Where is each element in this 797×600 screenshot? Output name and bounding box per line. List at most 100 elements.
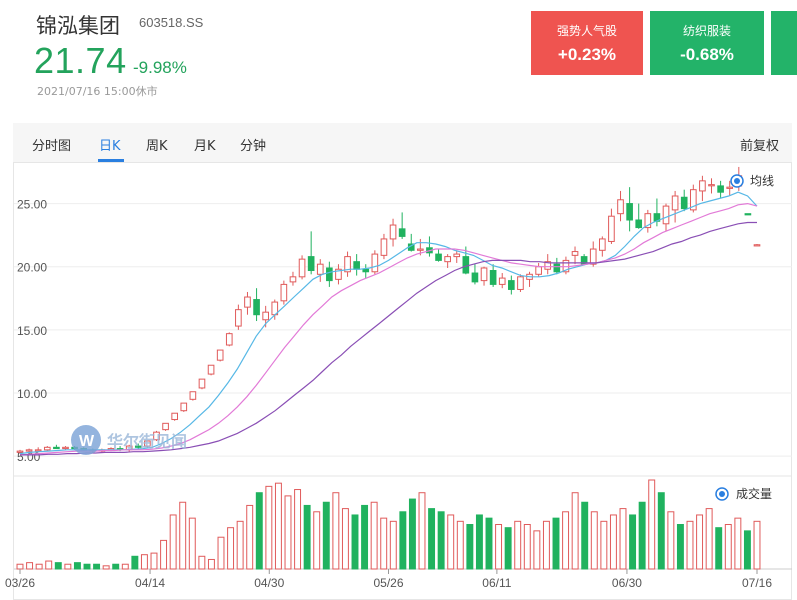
volume-bar: [351, 514, 359, 570]
x-tick-label: 06/30: [612, 576, 642, 590]
candle-body: [717, 185, 724, 193]
candle-body: [253, 299, 260, 316]
sector-card-label: 纺织服装: [682, 24, 731, 38]
tab-monthly-k[interactable]: 月K: [194, 139, 216, 154]
volume-bar: [428, 508, 436, 570]
candle-body: [589, 248, 597, 265]
sector-card-partial[interactable]: [771, 11, 797, 75]
x-tick-label: 04/30: [254, 576, 284, 590]
tab-daily-k[interactable]: 日K: [99, 139, 121, 154]
volume-bar: [581, 501, 589, 570]
x-tick-label: 03/26: [5, 576, 35, 590]
sector-card-textile[interactable]: 纺织服装 -0.68%: [650, 11, 764, 75]
tab-weekly-k[interactable]: 周K: [146, 139, 168, 154]
volume-bar: [552, 517, 560, 570]
volume-bar: [313, 511, 321, 570]
candle-body: [298, 258, 306, 278]
volume-bar: [255, 492, 263, 570]
watermark-text: 华尔街见闻: [107, 432, 187, 451]
volume-bar: [619, 508, 627, 570]
volume-bar: [284, 495, 292, 570]
price-change: -9.98%: [133, 58, 187, 77]
candle-body: [480, 267, 488, 282]
price-gridlines: [14, 203, 792, 457]
candle-body: [462, 256, 470, 274]
candle-body: [353, 261, 360, 270]
candle-body: [262, 311, 269, 321]
candle-body: [417, 248, 424, 251]
candle-body: [244, 296, 251, 308]
candle-body: [371, 253, 379, 273]
moving-averages: [19, 191, 758, 456]
volume-bar: [609, 514, 617, 570]
candle-body: [726, 186, 734, 189]
volume-bar: [705, 508, 713, 570]
legend-ma[interactable]: 均线: [730, 174, 774, 188]
candle-body: [535, 266, 542, 275]
candle-body: [307, 256, 315, 272]
candle-body: [134, 445, 142, 448]
candle-body: [571, 251, 579, 256]
adjust-mode-selector[interactable]: 前复权: [740, 139, 780, 154]
candle-body: [689, 189, 697, 211]
sector-card-value: -0.68%: [680, 45, 734, 64]
candle-body: [671, 195, 679, 211]
candle-body: [599, 238, 606, 251]
watermark-logo-icon: [71, 425, 101, 455]
volume-bar: [629, 514, 637, 570]
candle-body: [25, 449, 33, 452]
candle-body: [235, 309, 242, 327]
volume-bar: [533, 530, 541, 570]
x-axis-ticks: 03/26 04/14 04/30 05/26 06/11 06/30 07/16: [5, 569, 772, 590]
volume-bar: [667, 511, 675, 570]
candle-body: [398, 228, 406, 237]
volume-bar: [542, 520, 550, 570]
ma-line: [19, 202, 758, 456]
volume-bar: [504, 527, 512, 570]
volume-bar: [102, 565, 110, 570]
candle-body: [444, 256, 451, 263]
candle-body: [498, 277, 506, 285]
volume-bar: [562, 511, 570, 570]
volume-bar: [236, 520, 244, 570]
legend-volume[interactable]: 成交量: [715, 486, 772, 501]
candle-body: [508, 280, 515, 290]
candle-body: [171, 412, 178, 421]
volume-bar: [753, 520, 761, 570]
radio-dot-icon: [719, 491, 725, 497]
candle-body: [662, 205, 670, 225]
volume-bar: [64, 563, 72, 570]
volume-bar: [246, 504, 254, 570]
volume-bar: [648, 479, 656, 570]
volume-bar: [207, 558, 215, 570]
candle-body: [362, 268, 370, 273]
x-tick-label: 05/26: [373, 576, 403, 590]
candle-body: [617, 199, 624, 215]
volume-bar: [418, 492, 426, 570]
sector-card-hot-stocks[interactable]: 强势人气股 +0.23%: [531, 11, 643, 75]
candle-body: [544, 261, 552, 270]
volume-bar: [437, 511, 445, 570]
tab-intraday[interactable]: 分时图: [32, 139, 72, 154]
volume-bar: [73, 562, 81, 570]
candle-body: [280, 283, 288, 302]
volume-bar: [456, 520, 464, 570]
volume-bar: [734, 517, 742, 570]
quote-header: 锦泓集团 603518.SS 21.74 -9.98% 2021/07/16 1…: [0, 0, 797, 118]
volume-bar: [265, 485, 273, 570]
volume-bar: [121, 563, 129, 570]
radio-dot-icon: [734, 178, 740, 184]
candle-body: [753, 244, 761, 247]
volume-bar: [26, 562, 34, 570]
volume-bar: [227, 527, 235, 570]
y-tick-label: 10.00: [17, 387, 47, 401]
volume-bar: [447, 514, 455, 570]
y-tick-label: 20.00: [17, 261, 47, 275]
volume-bar: [724, 524, 732, 570]
candle-body: [225, 333, 233, 346]
tab-minute[interactable]: 分钟: [240, 139, 267, 154]
volume-bar: [45, 560, 53, 570]
volume-bar: [485, 517, 493, 570]
volume-bar: [35, 563, 43, 570]
